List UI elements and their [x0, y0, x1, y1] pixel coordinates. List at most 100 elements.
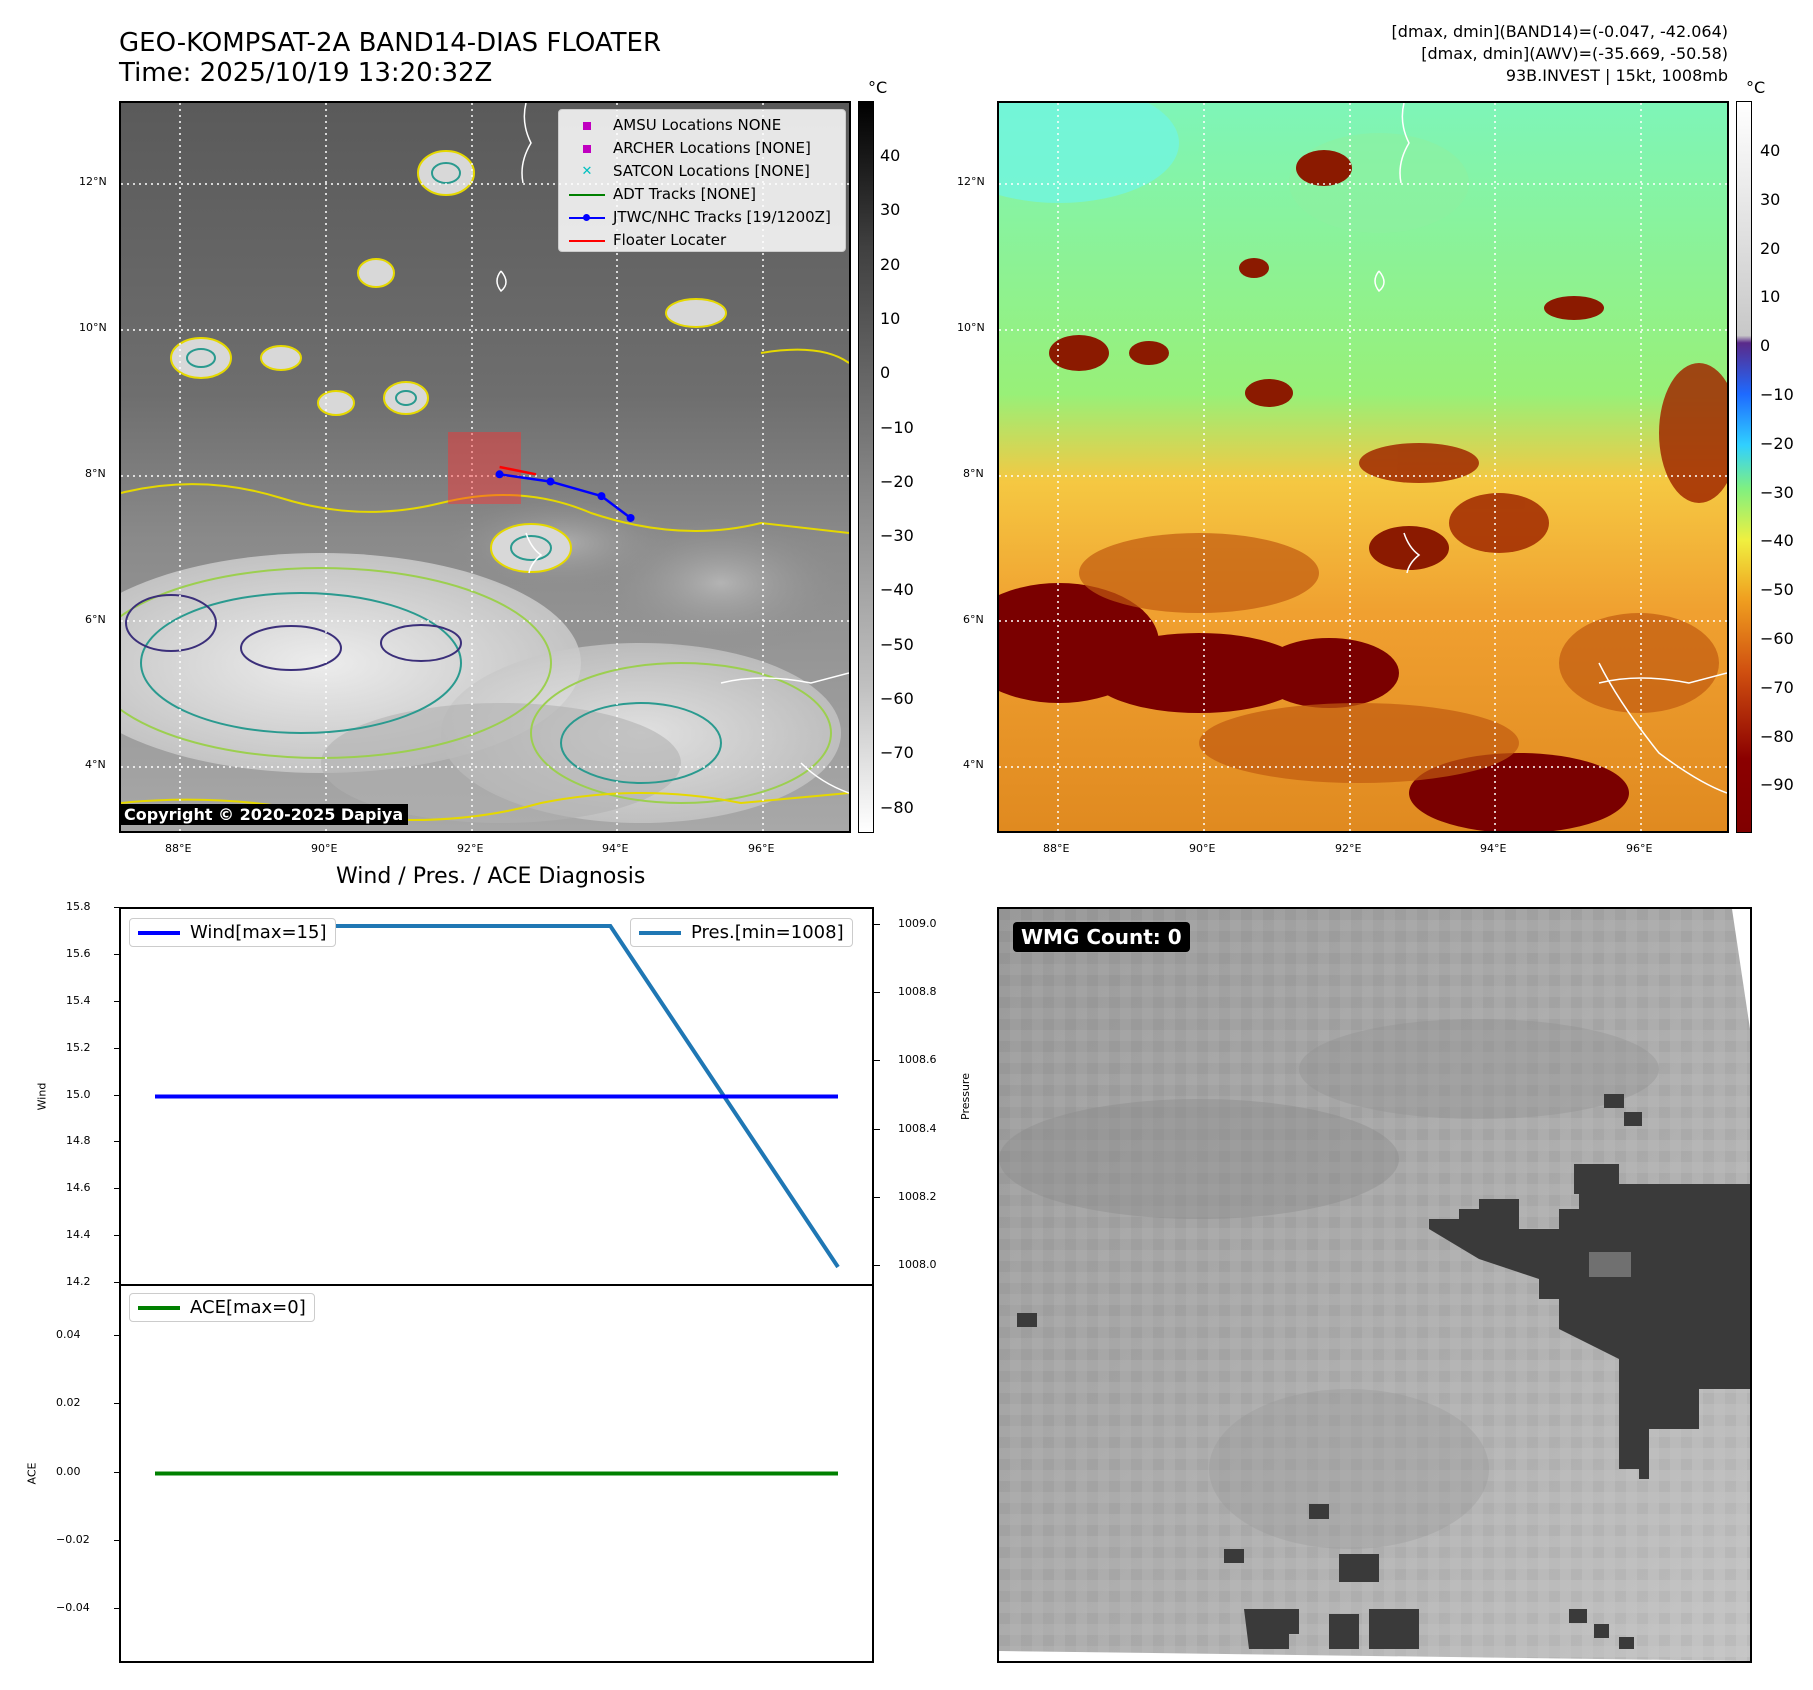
wind-tick-label: 15.8: [66, 900, 91, 913]
ir-colorbar-tick-label: −50: [880, 634, 914, 654]
legend-label: Floater Locater: [613, 231, 727, 249]
wv-colorbar-tick-label: −80: [1760, 726, 1794, 746]
wv-lon-label: 90°E: [1189, 842, 1216, 855]
ir-lon-label: 94°E: [602, 842, 629, 855]
ir-colorbar-tick-label: 10: [880, 308, 901, 328]
pressure-tick-mark: [874, 1060, 880, 1062]
legend-item-floater: Floater Locater: [567, 229, 837, 252]
wv-colorbar-unit: °C: [1746, 78, 1766, 97]
ir-lat-label: 4°N: [85, 758, 106, 771]
pressure-tick-label: 1009.0: [898, 917, 937, 931]
ir-lat-label: 12°N: [79, 175, 107, 188]
wv-colorbar-tick-label: 0: [1760, 336, 1771, 356]
pressure-tick-label: 1008.0: [898, 1257, 937, 1271]
wv-colorbar-tick-label: 10: [1760, 287, 1781, 307]
diagnosis-title: Wind / Pres. / ACE Diagnosis: [336, 864, 646, 889]
ir-lon-label: 92°E: [457, 842, 484, 855]
wv-colorbar-tick-label: −90: [1760, 775, 1794, 795]
ir-colorbar-tick-label: −30: [880, 526, 914, 546]
wv-colorbar-tick-label: 30: [1760, 189, 1781, 209]
wind-pres-plot: [155, 924, 840, 1269]
info-line1: [dmax, dmin](BAND14)=(-0.047, -42.064): [1391, 22, 1728, 41]
legend-item-adt: ADT Tracks [NONE]: [567, 183, 837, 206]
ace-tick-mark: [114, 1403, 120, 1405]
wind-legend-label: Wind[max=15]: [190, 922, 327, 943]
wv-colorbar-tick-label: 40: [1760, 141, 1781, 160]
pressure-legend: Pres.[min=1008]: [630, 918, 853, 947]
wind-tick-label: 15.2: [66, 1040, 91, 1054]
wind-pres-panel: [119, 907, 874, 1286]
line-marker-icon: [567, 239, 607, 242]
jtwc-track-point: [597, 492, 606, 501]
pressure-axis-label: Pressure: [958, 1073, 972, 1120]
ace-tick-mark: [114, 1471, 120, 1473]
wv-colorbar-tick-label: −60: [1760, 629, 1794, 648]
legend-item-archer: ARCHER Locations [NONE]: [567, 137, 837, 160]
line-marker-icon: [567, 193, 607, 196]
wv-colorbar-tick-label: −70: [1760, 677, 1794, 697]
info-line2: [dmax, dmin](AWV)=(-35.669, -50.58): [1421, 44, 1728, 63]
wv-colorbar-tick-label: −20: [1760, 433, 1794, 453]
wv-lat-label: 10°N: [957, 321, 985, 334]
wind-tick-mark: [114, 1047, 120, 1049]
legend-label: JTWC/NHC Tracks [19/1200Z]: [613, 208, 831, 226]
ir-lon-label: 90°E: [311, 842, 338, 855]
legend-label: ARCHER Locations [NONE]: [613, 139, 811, 157]
ace-tick-label: 0.04: [56, 1328, 81, 1342]
ir-colorbar-tick-label: 30: [880, 200, 901, 220]
wmg-image: [999, 909, 1750, 1661]
wv-colorbar-tick-label: −40: [1760, 531, 1794, 551]
ace-plot: [155, 1471, 838, 1476]
wv-lon-label: 94°E: [1480, 842, 1507, 855]
floater-locater-line: [499, 465, 537, 476]
ace-tick-mark: [114, 1607, 120, 1609]
wind-tick-label: 14.4: [66, 1228, 91, 1242]
wind-tick-mark: [114, 1141, 120, 1143]
wind-tick-mark: [114, 907, 120, 908]
ir-colorbar-tick-label: 40: [880, 146, 901, 165]
ace-tick-label: 0.00: [56, 1464, 81, 1478]
pressure-tick-mark: [874, 1264, 880, 1266]
wind-tick-mark: [114, 953, 120, 955]
wv-map-panel: [997, 101, 1729, 833]
wv-lat-label: 6°N: [963, 613, 984, 626]
ir-colorbar-unit: °C: [868, 78, 888, 97]
ir-lon-label: 96°E: [748, 842, 775, 855]
jtwc-track-point: [495, 470, 504, 479]
ir-colorbar-tick-label: −60: [880, 689, 914, 708]
legend-label: ADT Tracks [NONE]: [613, 185, 757, 203]
ir-colorbar-tick-label: −10: [880, 417, 914, 437]
wind-tick-mark: [114, 1282, 120, 1283]
wind-tick-mark: [114, 1094, 120, 1096]
ace-panel: [119, 1284, 874, 1663]
wv-lat-label: 12°N: [957, 175, 985, 188]
wv-colorbar: [1736, 101, 1752, 833]
jtwc-track-point: [626, 513, 635, 522]
ace-tick-label: −0.04: [56, 1600, 90, 1614]
copyright-label: Copyright © 2020-2025 Dapiya: [119, 804, 409, 825]
pressure-tick-label: 1008.2: [898, 1189, 937, 1203]
ir-colorbar-tick-label: 20: [880, 254, 901, 274]
wv-lon-label: 88°E: [1043, 842, 1070, 855]
wmg-panel: [997, 907, 1752, 1663]
wv-colorbar-tick-label: −50: [1760, 580, 1794, 600]
ir-lon-label: 88°E: [165, 842, 192, 855]
ir-lat-label: 10°N: [79, 321, 107, 334]
pres-line-swatch: [639, 930, 681, 935]
pressure-tick-mark: [874, 1128, 880, 1130]
pressure-tick-mark: [874, 1196, 880, 1198]
wind-line-swatch: [138, 930, 180, 935]
ir-colorbar-tick-label: −20: [880, 471, 914, 491]
figure-title-line1: GEO-KOMPSAT-2A BAND14-DIAS FLOATER: [119, 28, 662, 58]
wind-tick-mark: [114, 1188, 120, 1190]
wind-tick-label: 15.0: [66, 1087, 91, 1101]
legend-item-jtwc: JTWC/NHC Tracks [19/1200Z]: [567, 206, 837, 229]
ir-colorbar-tick-label: −40: [880, 580, 914, 600]
wind-tick-label: 14.8: [66, 1134, 91, 1148]
ir-colorbar-tick-label: −70: [880, 743, 914, 763]
wind-tick-label: 14.6: [66, 1181, 91, 1195]
ir-lat-label: 8°N: [85, 467, 106, 480]
ace-line-swatch: [138, 1305, 180, 1310]
wmg-count-badge: WMG Count: 0: [1013, 922, 1190, 952]
legend-item-satcon: ✕ SATCON Locations [NONE]: [567, 160, 837, 183]
